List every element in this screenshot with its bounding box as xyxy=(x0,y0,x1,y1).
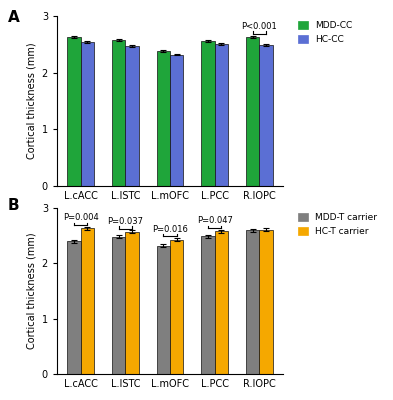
Bar xyxy=(81,42,94,186)
Bar xyxy=(215,44,228,186)
Bar xyxy=(170,54,184,186)
Legend: MDD-CC, HC-CC: MDD-CC, HC-CC xyxy=(294,17,356,48)
Bar xyxy=(67,241,81,374)
Text: A: A xyxy=(8,10,20,25)
Bar xyxy=(201,236,215,374)
Bar xyxy=(246,37,259,186)
Bar xyxy=(156,51,170,186)
Text: P=0.004: P=0.004 xyxy=(63,214,99,222)
Y-axis label: Cortical thickness (mm): Cortical thickness (mm) xyxy=(26,233,36,349)
Text: P=0.016: P=0.016 xyxy=(152,224,188,234)
Bar xyxy=(246,230,259,374)
Text: P=0.037: P=0.037 xyxy=(107,217,143,226)
Legend: MDD-T carrier, HC-T carrier: MDD-T carrier, HC-T carrier xyxy=(294,209,381,240)
Text: P<0.001: P<0.001 xyxy=(241,22,277,31)
Bar xyxy=(156,246,170,374)
Bar xyxy=(125,46,139,186)
Bar xyxy=(170,240,184,374)
Bar xyxy=(67,37,81,186)
Bar xyxy=(81,228,94,374)
Bar xyxy=(215,231,228,374)
Bar xyxy=(201,41,215,186)
Bar xyxy=(259,230,273,374)
Bar xyxy=(125,232,139,374)
Text: P=0.047: P=0.047 xyxy=(196,216,233,225)
Bar xyxy=(259,45,273,186)
Bar xyxy=(112,237,125,374)
Text: B: B xyxy=(8,198,20,213)
Y-axis label: Cortical thickness (mm): Cortical thickness (mm) xyxy=(26,43,36,159)
Bar xyxy=(112,40,125,186)
